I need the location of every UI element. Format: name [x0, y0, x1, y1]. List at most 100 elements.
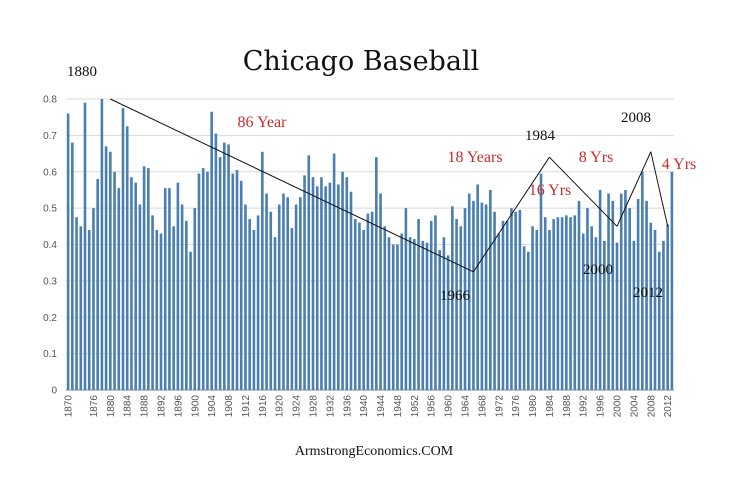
bar	[531, 226, 534, 390]
bar	[206, 171, 209, 390]
bar	[379, 193, 382, 390]
bar	[349, 191, 353, 390]
bar	[581, 233, 585, 390]
x-tick-label: 1888	[140, 395, 151, 418]
bar	[552, 219, 555, 390]
bar	[71, 142, 74, 390]
bar	[434, 215, 437, 390]
bar	[645, 200, 648, 390]
bar	[467, 193, 471, 390]
bar	[442, 237, 446, 390]
bar	[261, 151, 264, 390]
x-tick-label: 1870	[64, 395, 75, 418]
bar	[501, 220, 505, 390]
bar	[527, 251, 530, 390]
bar	[337, 184, 340, 390]
x-tick-label: 1964	[461, 395, 472, 418]
bar	[341, 171, 344, 390]
bar	[235, 169, 239, 390]
x-tick-label: 1972	[494, 395, 505, 418]
bar	[505, 220, 509, 390]
trend-line	[616, 151, 652, 227]
bar	[328, 182, 332, 390]
trend-line	[549, 156, 618, 227]
chart-title: Chicago Baseball	[243, 46, 479, 77]
bar	[294, 204, 298, 390]
bar	[172, 226, 175, 390]
bar	[510, 208, 513, 391]
bar	[159, 233, 163, 390]
y-tick-label: 0	[51, 386, 57, 397]
bar	[248, 219, 251, 390]
bar-series	[66, 99, 674, 391]
bar	[653, 229, 657, 390]
bar	[151, 215, 154, 390]
bar	[223, 142, 226, 390]
annotation-year-2000: 2000	[583, 262, 613, 278]
bar	[197, 173, 201, 390]
x-tick-label: 1992	[579, 395, 590, 418]
bar	[269, 211, 273, 390]
bar	[493, 211, 496, 390]
bar	[569, 217, 572, 390]
x-tick-label: 1928	[309, 395, 320, 418]
x-tick-label: 1908	[224, 395, 235, 418]
bar	[603, 240, 606, 390]
bar	[556, 217, 560, 390]
bar	[607, 193, 610, 390]
annotation-period-8-yrs: 8 Yrs	[579, 149, 614, 166]
bar	[345, 177, 349, 390]
y-tick-label: 0.4	[43, 240, 57, 251]
bar	[518, 209, 522, 390]
y-tick-label: 0.7	[43, 131, 57, 142]
x-tick-label: 1884	[123, 395, 134, 418]
bar	[383, 226, 387, 390]
bar	[138, 204, 142, 390]
x-tick-label: 2012	[663, 395, 674, 418]
bar	[282, 193, 285, 390]
bar	[92, 208, 95, 391]
bar	[66, 113, 70, 391]
x-tick-label: 1944	[376, 395, 387, 418]
y-tick-label: 0.1	[43, 349, 57, 360]
x-tick-label: 1980	[528, 395, 539, 418]
annotation-year-1966: 1966	[440, 288, 471, 304]
x-tick-label: 1960	[444, 395, 455, 418]
bar	[560, 217, 564, 390]
bar	[451, 206, 454, 390]
bar	[231, 173, 235, 390]
bar	[565, 215, 568, 390]
y-tick-label: 0.2	[43, 313, 57, 324]
bar	[315, 186, 319, 390]
bar	[286, 197, 289, 390]
x-tick-label: 1968	[477, 395, 488, 418]
bar	[391, 244, 395, 390]
bar	[446, 255, 450, 390]
annotation-year-1984: 1984	[525, 128, 556, 144]
bar	[125, 126, 129, 390]
bar	[628, 208, 631, 391]
bar	[366, 213, 370, 390]
bar	[147, 168, 150, 390]
bar	[615, 242, 619, 390]
x-axis-ticks: 1870 1876 1880 1884 1888 1892 1896 1900 1904 1908…	[64, 395, 675, 418]
annotation-period-4-yrs: 4 Yrs	[662, 156, 697, 173]
y-tick-label: 0.3	[43, 276, 57, 287]
bar	[185, 220, 188, 390]
bar	[332, 153, 336, 390]
bar	[472, 200, 475, 390]
bar	[480, 202, 484, 390]
x-tick-label: 1912	[241, 395, 252, 418]
bar	[577, 200, 581, 390]
bar	[96, 179, 99, 390]
y-tick-label: 0.8	[43, 95, 57, 106]
bar	[666, 224, 669, 390]
bar	[619, 193, 623, 390]
bar	[590, 226, 593, 390]
bar	[201, 168, 205, 390]
bar	[362, 229, 365, 390]
bar	[75, 217, 78, 390]
bar	[256, 215, 260, 390]
annotation-period-86-year: 86 Year	[238, 114, 288, 131]
bar	[425, 242, 429, 390]
